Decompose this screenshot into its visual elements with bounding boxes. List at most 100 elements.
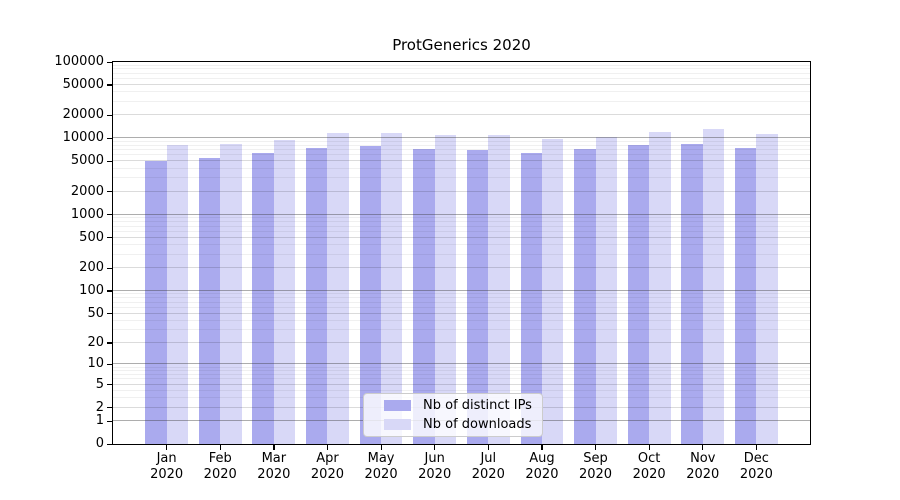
bar-downloads	[273, 140, 296, 444]
y-tick-mark	[107, 160, 113, 163]
x-tick-label: Jul 2020	[456, 451, 520, 483]
legend-swatch-distinct-ips	[384, 400, 411, 411]
y-tick-mark	[107, 313, 113, 315]
x-tick-label: Dec 2020	[724, 451, 788, 483]
x-tick-mark	[541, 445, 543, 450]
x-tick-month: Dec	[743, 451, 769, 466]
bar-downloads	[595, 136, 617, 444]
x-tick-year: 2020	[471, 467, 505, 482]
bar-distinct-ips	[145, 160, 167, 444]
bar-downloads	[220, 143, 242, 444]
x-tick-year: 2020	[310, 467, 344, 482]
bar-downloads	[649, 131, 671, 444]
x-tick-mark	[326, 445, 329, 450]
x-tick-mark	[219, 445, 221, 450]
x-tick-month: Jun	[424, 451, 445, 466]
bar-distinct-ips	[734, 147, 757, 444]
y-tick-label: 200	[79, 260, 104, 276]
x-tick-year: 2020	[525, 467, 559, 482]
y-tick-label: 2	[95, 399, 104, 415]
y-tick-mark	[107, 363, 113, 366]
y-tick-mark	[107, 290, 113, 292]
x-tick-year: 2020	[739, 467, 773, 482]
y-tick-mark	[107, 61, 113, 63]
x-tick-year: 2020	[578, 467, 613, 482]
y-tick-label: 0	[95, 436, 104, 451]
x-tick-month: Nov	[690, 451, 716, 466]
chart-title: ProtGenerics 2020	[392, 36, 531, 54]
legend-swatch-downloads	[384, 419, 411, 430]
legend-label: Nb of distinct IPs	[423, 398, 532, 413]
bar-downloads	[756, 134, 778, 444]
y-tick-label: 500	[79, 229, 104, 245]
x-tick-month: Aug	[529, 451, 555, 466]
x-tick-month: Apr	[316, 451, 339, 466]
y-tick-label: 20000	[62, 107, 104, 123]
y-tick-label: 20	[87, 334, 104, 350]
legend: Nb of distinct IPs Nb of downloads	[363, 393, 543, 437]
x-tick-month: May	[367, 451, 395, 466]
bar-distinct-ips	[627, 144, 650, 444]
bar-downloads	[166, 144, 188, 444]
x-tick-month: Jul	[480, 451, 497, 466]
x-tick-label: Sep 2020	[564, 451, 628, 483]
y-tick-mark	[107, 342, 113, 344]
y-tick-label: 50	[87, 305, 104, 321]
y-tick-label: 50000	[62, 76, 104, 92]
bar-downloads	[488, 135, 510, 444]
bar-downloads	[541, 139, 564, 444]
x-tick-label: Feb 2020	[188, 451, 252, 483]
x-tick-mark	[595, 445, 597, 450]
x-tick-month: Feb	[208, 451, 232, 466]
x-tick-label: Oct 2020	[617, 451, 681, 483]
x-tick-year: 2020	[364, 467, 398, 482]
bar-distinct-ips	[520, 152, 542, 444]
x-tick-label: Aug 2020	[510, 451, 574, 483]
y-tick-label: 10	[87, 356, 104, 372]
y-tick-mark	[107, 191, 113, 193]
x-tick-mark	[755, 445, 758, 450]
bar-distinct-ips	[413, 149, 435, 444]
x-tick-mark	[273, 445, 275, 450]
x-tick-label: Mar 2020	[242, 451, 306, 483]
y-tick-mark	[107, 267, 113, 269]
x-tick-year: 2020	[203, 467, 237, 482]
legend-item: Nb of distinct IPs	[384, 396, 532, 415]
x-tick-mark	[380, 445, 382, 450]
y-tick-mark	[107, 443, 113, 445]
y-tick-label: 5000	[70, 153, 104, 169]
legend-label: Nb of downloads	[423, 417, 532, 432]
y-tick-label: 1000	[70, 206, 104, 222]
y-tick-label: 100000	[54, 54, 104, 69]
bar-downloads	[434, 135, 457, 444]
x-tick-month: Oct	[637, 451, 661, 466]
x-tick-year: 2020	[150, 467, 184, 482]
legend-item: Nb of downloads	[384, 415, 532, 434]
bar-distinct-ips	[198, 157, 221, 444]
y-tick-label: 1	[95, 413, 104, 428]
x-tick-month: Mar	[261, 451, 287, 466]
bars-layer	[113, 62, 810, 444]
x-tick-label: Nov 2020	[671, 451, 735, 483]
bar-distinct-ips	[466, 150, 489, 444]
x-tick-month: Jan	[156, 451, 177, 466]
x-tick-label: Jun 2020	[403, 451, 467, 483]
x-tick-year: 2020	[632, 467, 666, 482]
y-tick-label: 5	[95, 376, 104, 392]
y-tick-mark	[107, 407, 113, 409]
bar-distinct-ips	[359, 146, 382, 444]
x-tick-label: Jan 2020	[135, 451, 199, 483]
bar-distinct-ips	[681, 143, 703, 444]
x-tick-label: Apr 2020	[295, 451, 359, 483]
y-tick-label: 2000	[70, 183, 104, 199]
y-tick-mark	[107, 114, 113, 117]
y-tick-mark	[107, 237, 113, 239]
y-tick-mark	[107, 84, 113, 86]
x-tick-mark	[166, 445, 168, 450]
x-tick-label: May 2020	[349, 451, 413, 483]
bar-downloads	[381, 132, 403, 444]
x-tick-mark	[434, 445, 436, 450]
x-tick-year: 2020	[418, 467, 452, 482]
y-tick-mark	[107, 214, 113, 216]
